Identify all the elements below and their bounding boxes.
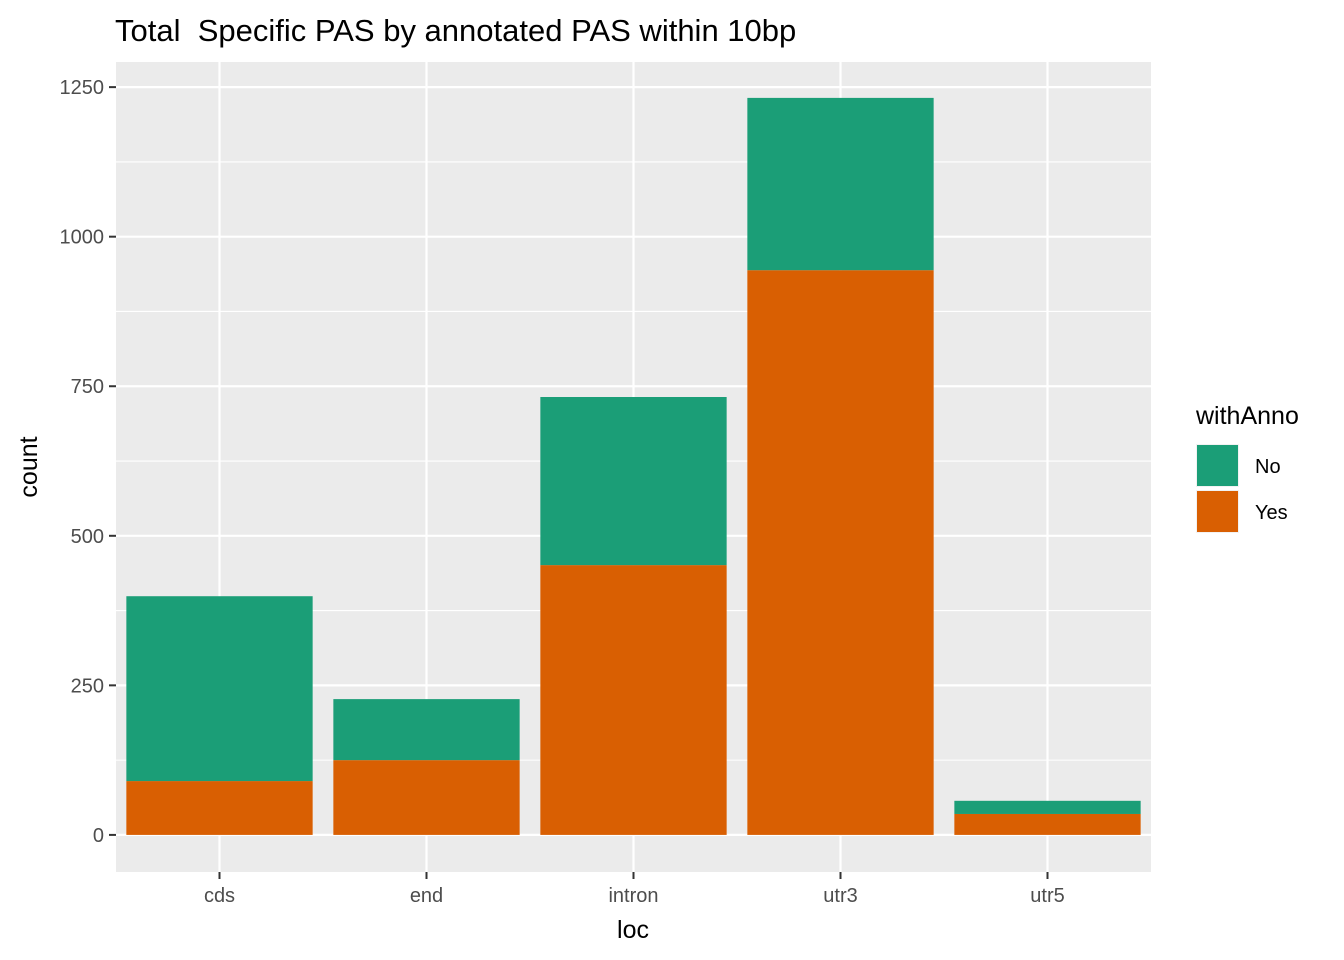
bars — [126, 97, 1141, 835]
bar-cds-yes — [126, 781, 313, 835]
legend: withAnno No Yes — [1195, 402, 1299, 533]
legend-title: withAnno — [1195, 402, 1299, 430]
x-axis: cds end intron utr3 utr5 — [204, 872, 1065, 907]
bar-end-yes — [333, 760, 520, 835]
bar-utr5-no — [954, 800, 1141, 814]
y-axis: 0 250 500 750 1000 1250 — [60, 77, 116, 847]
x-tick-label: intron — [608, 885, 658, 907]
legend-label-no: No — [1255, 456, 1281, 478]
x-axis-title: loc — [617, 916, 649, 944]
bar-utr5-yes — [954, 813, 1141, 835]
bar-utr3-no — [747, 97, 934, 271]
x-tick-label: utr5 — [1030, 885, 1064, 907]
y-tick-label: 250 — [71, 675, 104, 697]
y-tick-label: 1000 — [60, 227, 105, 249]
bar-cds-no — [126, 596, 313, 782]
bar-end-no — [333, 699, 520, 761]
bar-intron-no — [540, 397, 727, 566]
legend-swatch-yes — [1197, 491, 1238, 532]
x-tick-label: cds — [204, 885, 235, 907]
chart-title: Total Specific PAS by annotated PAS with… — [115, 13, 796, 48]
x-tick-label: end — [410, 885, 443, 907]
y-tick-label: 0 — [93, 825, 104, 847]
legend-label-yes: Yes — [1255, 502, 1288, 524]
x-tick-label: utr3 — [823, 885, 857, 907]
y-tick-label: 750 — [71, 376, 104, 398]
y-axis-title: count — [15, 436, 43, 497]
y-tick-label: 500 — [71, 526, 104, 548]
y-tick-label: 1250 — [60, 77, 105, 99]
legend-swatch-no — [1197, 445, 1238, 486]
bar-intron-yes — [540, 565, 727, 835]
bar-utr3-yes — [747, 270, 934, 835]
